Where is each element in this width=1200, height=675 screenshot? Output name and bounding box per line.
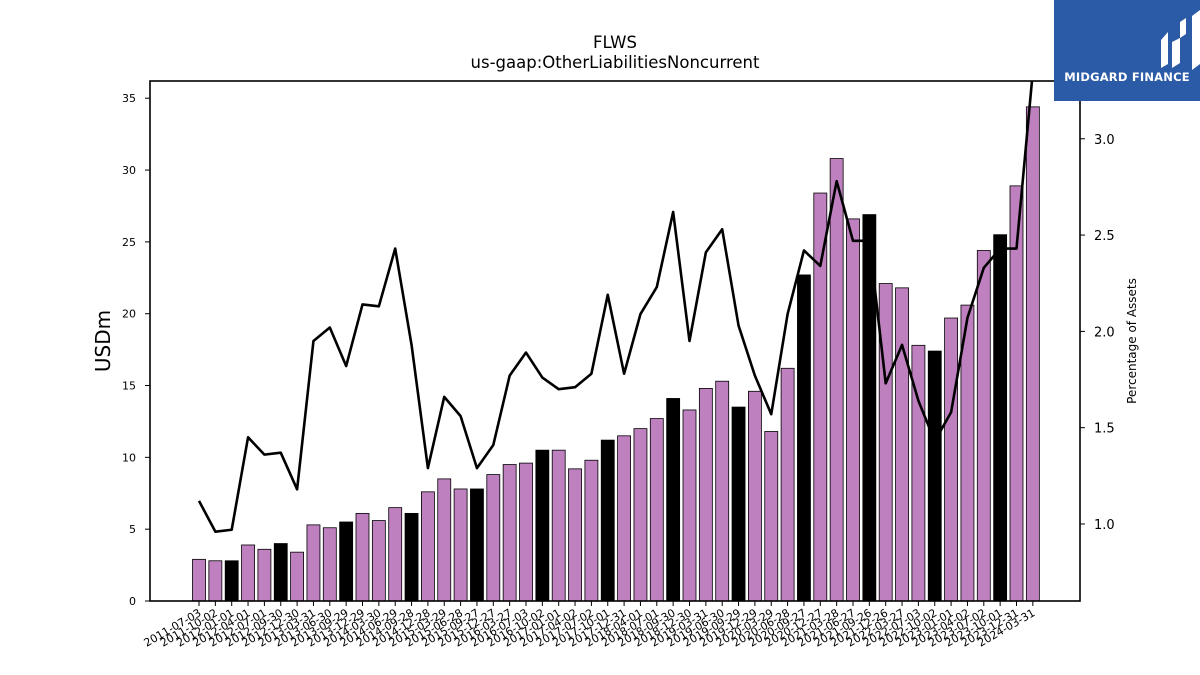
y2-tick-label: 1.5 bbox=[1094, 422, 1115, 437]
bar bbox=[976, 250, 991, 602]
bar-series bbox=[192, 106, 1040, 602]
bar bbox=[748, 390, 762, 602]
bar bbox=[666, 398, 681, 602]
bar bbox=[993, 234, 1008, 602]
bar bbox=[895, 287, 909, 602]
bar bbox=[846, 218, 860, 602]
bar bbox=[617, 435, 631, 602]
bar bbox=[322, 527, 337, 602]
bar bbox=[535, 449, 550, 602]
bar bbox=[780, 367, 795, 602]
bar bbox=[944, 317, 958, 602]
bar bbox=[927, 350, 942, 602]
bar bbox=[371, 520, 386, 602]
bar bbox=[813, 192, 828, 602]
bar bbox=[682, 409, 697, 602]
bar bbox=[437, 478, 452, 602]
bar bbox=[519, 462, 533, 602]
bar bbox=[633, 428, 648, 602]
bar bbox=[502, 464, 517, 602]
y-tick-label: 5 bbox=[129, 523, 136, 536]
bar bbox=[257, 548, 272, 602]
y2-tick-label: 2.0 bbox=[1094, 325, 1115, 340]
bar bbox=[355, 512, 370, 602]
chart-title: FLWS bbox=[593, 33, 637, 52]
bar bbox=[600, 439, 615, 602]
bar bbox=[764, 431, 779, 602]
y2-axis-label: Percentage of Assets bbox=[1125, 278, 1139, 404]
bar bbox=[453, 488, 468, 602]
y-axis-label: USDm bbox=[91, 310, 115, 372]
bar bbox=[388, 507, 403, 602]
midgard-finance-logo: MIDGARD FINANCE bbox=[1054, 0, 1200, 101]
bar bbox=[208, 560, 223, 602]
bar bbox=[698, 387, 713, 602]
bar bbox=[568, 468, 582, 602]
bar bbox=[797, 274, 811, 602]
y-tick-label: 0 bbox=[129, 595, 136, 608]
bar bbox=[290, 551, 305, 602]
percentage-line bbox=[197, 81, 1034, 533]
bar bbox=[829, 158, 844, 602]
y-tick-label: 30 bbox=[122, 164, 136, 177]
chart-subtitle: us-gaap:OtherLiabilitiesNoncurrent bbox=[471, 53, 760, 72]
bar bbox=[404, 512, 419, 602]
bar bbox=[306, 524, 321, 602]
bar bbox=[715, 380, 730, 602]
bar bbox=[551, 449, 566, 602]
y-tick-label: 25 bbox=[122, 236, 136, 249]
plot-frame bbox=[149, 80, 1081, 602]
logo-text: MIDGARD FINANCE bbox=[1064, 70, 1190, 84]
y2-tick-label: 1.0 bbox=[1094, 518, 1115, 533]
bar bbox=[420, 491, 435, 602]
bar bbox=[731, 406, 746, 602]
bar bbox=[339, 521, 354, 602]
y2-tick-label: 2.5 bbox=[1094, 229, 1115, 244]
bar bbox=[470, 488, 484, 602]
y-tick-label: 15 bbox=[122, 380, 136, 393]
bar bbox=[273, 543, 288, 602]
bar bbox=[649, 418, 664, 602]
y-tick-label: 35 bbox=[122, 92, 136, 105]
bar bbox=[241, 544, 255, 602]
bar bbox=[584, 459, 599, 602]
bar bbox=[486, 474, 501, 602]
midgard-logo-icon bbox=[1161, 10, 1200, 70]
y-tick-label: 20 bbox=[122, 308, 136, 321]
bar bbox=[1025, 106, 1040, 602]
y-tick-label: 10 bbox=[122, 451, 136, 464]
bar bbox=[224, 560, 239, 602]
bar bbox=[878, 283, 893, 602]
bar bbox=[192, 558, 206, 602]
percentage-line-series bbox=[197, 81, 1034, 533]
y2-tick-label: 3.0 bbox=[1094, 133, 1115, 148]
